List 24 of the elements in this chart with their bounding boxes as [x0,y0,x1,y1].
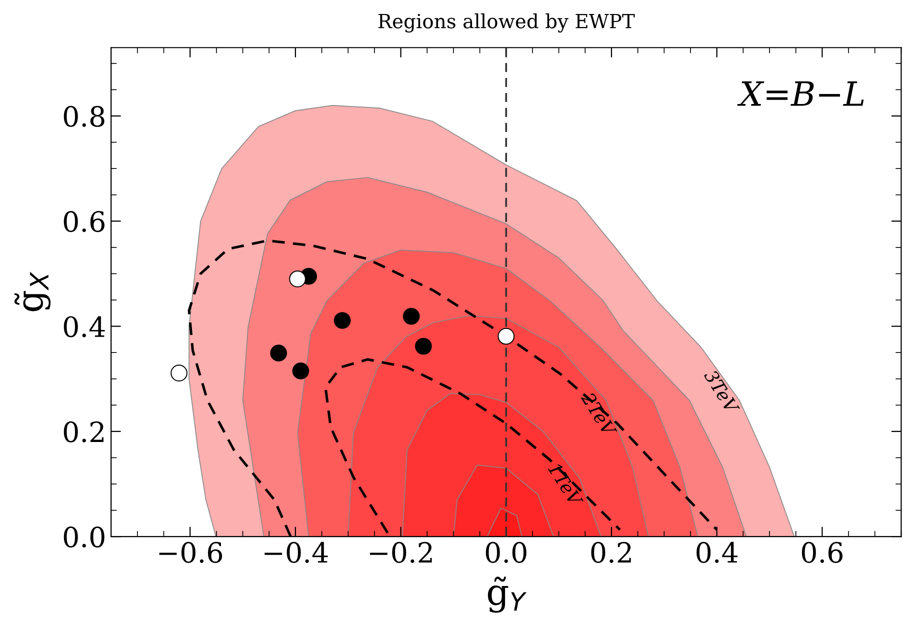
point [415,338,432,355]
point [402,308,420,325]
y-tick-label: 0.2 [64,421,104,442]
point [334,312,351,329]
x-axis-title: g̃$_{Y}$ [488,576,527,613]
y-tick-label: 0.0 [64,526,104,548]
chart-title: Regions allowed by EWPT [378,13,635,32]
x-tick-label: 0.2 [591,542,631,563]
y-tick-label: 0.4 [64,316,105,338]
y-tick-label: 0.6 [64,211,104,232]
y-axis-title: g̃$_{X}$ [14,272,51,312]
annotation: X=B−L [737,81,864,106]
x-tick-label: −0.4 [264,542,328,563]
point [270,344,287,362]
x-tick-label: −0.6 [159,542,222,563]
x-tick-label: 0.6 [802,542,843,563]
y-tick-label: 0.8 [64,106,104,127]
point [289,270,306,288]
point [498,328,515,345]
x-tick-label: 0.0 [486,542,526,563]
point [292,362,310,380]
x-tick-label: 0.4 [696,542,738,563]
line-series [324,358,622,534]
x-tick-label: −0.2 [370,542,432,563]
